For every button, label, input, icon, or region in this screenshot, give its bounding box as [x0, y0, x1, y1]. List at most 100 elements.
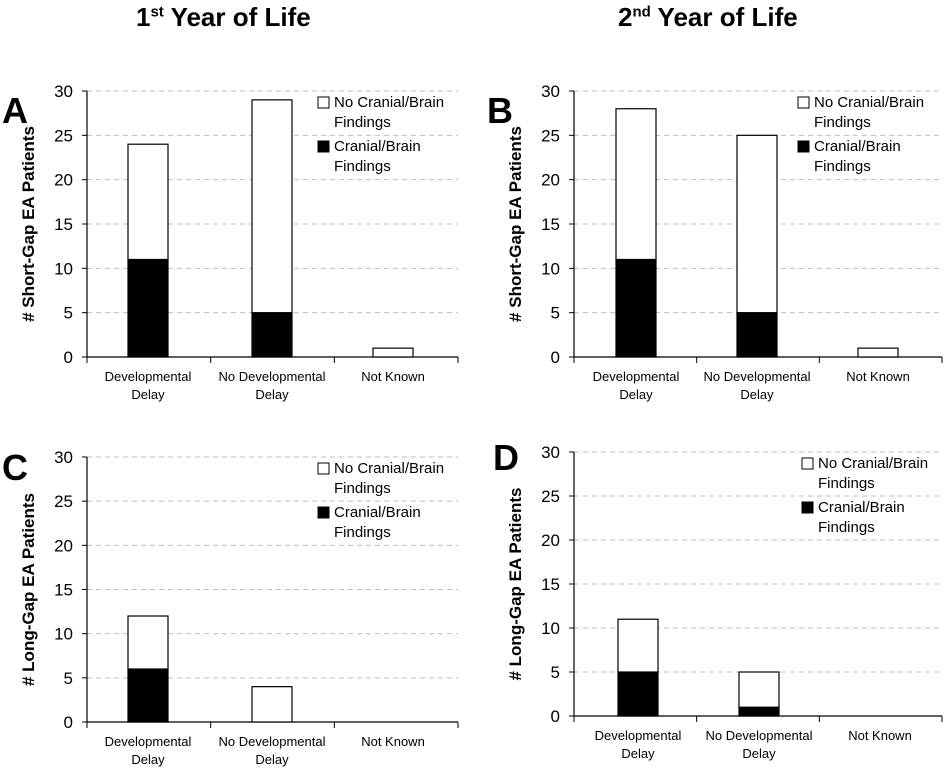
panel-d-ytick-label: 5 — [551, 663, 560, 682]
panel-a-legend-label: Findings — [334, 158, 391, 175]
panel-c-ytick-label: 15 — [54, 581, 73, 600]
panel-c-y-axis-label: # Long-Gap EA Patients — [19, 493, 38, 686]
panel-a-ytick-label: 10 — [54, 259, 73, 278]
panel-c: 0 5 10 15 20 25 30 Developmental Delay No Develop… — [2, 447, 459, 767]
panel-d-bar-cranial-findings — [738, 706, 780, 717]
column-title-year-1-rest: Year of Life — [163, 2, 311, 32]
panel-b-legend-label: Findings — [814, 158, 871, 175]
panel-a-ytick-label: 0 — [64, 348, 73, 367]
panel-c-letter: C — [2, 447, 28, 488]
panel-c-ytick-label: 5 — [64, 669, 73, 688]
panel-b-ytick-label: 5 — [551, 304, 560, 323]
panel-b-category-label: Developmental — [593, 369, 680, 384]
panel-c-ytick-label: 30 — [54, 448, 73, 467]
panel-a-bar-no-cranial-findings — [372, 347, 414, 358]
panel-a-ytick-label: 30 — [54, 82, 73, 101]
panel-d: 0 5 10 15 20 25 30 Developmental Delay No Develop… — [493, 437, 943, 761]
panel-d-bar-no-cranial-findings — [617, 618, 659, 673]
panel-b-legend-swatch — [797, 96, 810, 109]
panel-c-category-label: Delay — [131, 752, 165, 767]
panel-a-category-label: Not Known — [361, 369, 425, 384]
panel-c-legend-label: Findings — [334, 480, 391, 497]
panel-d-legend-label: Findings — [818, 475, 875, 492]
panel-c-ytick-label: 25 — [54, 492, 73, 511]
panel-c-legend-swatch — [317, 462, 330, 475]
panel-b-legend-label: Findings — [814, 114, 871, 131]
panel-a-category-label: Developmental — [105, 369, 192, 384]
panel-b-y-axis-label: # Short-Gap EA Patients — [506, 126, 525, 322]
panel-c-legend-swatch — [317, 506, 330, 519]
panel-b-category-label: Delay — [740, 387, 774, 402]
panel-b-bar-cranial-findings — [615, 258, 657, 358]
panel-a-letter: A — [2, 90, 28, 131]
column-title-year-1-num: 1 — [136, 2, 151, 32]
column-title-year-1-sup: st — [150, 3, 164, 21]
column-title-year-1: 1st Year of Life — [136, 2, 311, 33]
panel-b-legend-label: Cranial/Brain — [814, 138, 901, 155]
panel-c-category-label: Delay — [255, 752, 289, 767]
panel-b-ytick-label: 10 — [541, 259, 560, 278]
panel-a-legend-label: Cranial/Brain — [334, 138, 421, 155]
panel-c-bar-no-cranial-findings — [251, 686, 293, 723]
column-title-year-2: 2nd Year of Life — [618, 2, 798, 33]
panel-d-legend-swatch — [801, 457, 814, 470]
panel-c-legend-label: Cranial/Brain — [334, 504, 421, 521]
panel-a-y-axis-label: # Short-Gap EA Patients — [19, 126, 38, 322]
panel-c-ytick-label: 20 — [54, 536, 73, 555]
panel-b-legend-label: No Cranial/Brain — [814, 94, 924, 111]
panel-b-category-label: No Developmental — [704, 369, 811, 384]
panel-b-bar-no-cranial-findings — [857, 347, 899, 358]
panel-a: 0 5 10 15 20 25 30 Developmental Delay No Develop… — [2, 82, 459, 402]
panel-d-ytick-label: 0 — [551, 707, 560, 726]
panel-d-category-label: Delay — [742, 746, 776, 761]
panel-b-ytick-label: 20 — [541, 171, 560, 190]
panel-a-bar-no-cranial-findings — [127, 143, 169, 261]
column-title-year-2-num: 2 — [618, 2, 633, 32]
panel-a-category-label: Delay — [255, 387, 289, 402]
panel-a-bar-no-cranial-findings — [251, 99, 293, 314]
panel-d-category-label: Not Known — [848, 728, 912, 743]
column-title-year-2-sup: nd — [632, 3, 651, 21]
panel-b-bar-no-cranial-findings — [615, 108, 657, 261]
panel-a-legend-swatch — [317, 96, 330, 109]
panel-a-ytick-label: 20 — [54, 171, 73, 190]
panel-d-letter: D — [493, 437, 519, 478]
panel-b-ytick-label: 25 — [541, 126, 560, 145]
panel-d-ytick-label: 15 — [541, 575, 560, 594]
panel-d-legend-swatch — [801, 501, 814, 514]
panel-b-bar-cranial-findings — [736, 312, 778, 358]
panel-d-bar-cranial-findings — [617, 671, 659, 717]
panel-b-letter: B — [487, 90, 513, 131]
panel-d-ytick-label: 30 — [541, 443, 560, 462]
panel-b: 0 5 10 15 20 25 30 Developmental Delay No Develop… — [487, 82, 943, 402]
panel-c-category-label: No Developmental — [219, 734, 326, 749]
panel-a-legend-label: No Cranial/Brain — [334, 94, 444, 111]
panel-b-legend-swatch — [797, 140, 810, 153]
panel-c-ytick-label: 10 — [54, 625, 73, 644]
panel-d-ytick-label: 10 — [541, 619, 560, 638]
panel-d-ytick-label: 20 — [541, 531, 560, 550]
panel-b-category-label: Not Known — [846, 369, 910, 384]
panel-d-legend-label: Findings — [818, 519, 875, 536]
panel-d-category-label: Delay — [621, 746, 655, 761]
panel-a-legend-swatch — [317, 140, 330, 153]
panel-c-legend-label: Findings — [334, 524, 391, 541]
panel-b-ytick-label: 0 — [551, 348, 560, 367]
panel-c-bar-cranial-findings — [127, 668, 169, 723]
panel-d-bar-no-cranial-findings — [738, 671, 780, 708]
panel-c-category-label: Not Known — [361, 734, 425, 749]
panel-b-ytick-label: 15 — [541, 215, 560, 234]
panel-c-bar-no-cranial-findings — [127, 615, 169, 670]
panel-d-ytick-label: 25 — [541, 487, 560, 506]
panel-b-ytick-label: 30 — [541, 82, 560, 101]
panel-a-bar-cranial-findings — [251, 312, 293, 358]
panel-d-category-label: No Developmental — [706, 728, 813, 743]
panel-b-bar-no-cranial-findings — [736, 134, 778, 314]
column-title-year-2-rest: Year of Life — [650, 2, 798, 32]
panel-c-legend-label: No Cranial/Brain — [334, 460, 444, 477]
panel-a-ytick-label: 5 — [64, 304, 73, 323]
panel-c-ytick-label: 0 — [64, 713, 73, 732]
panel-d-category-label: Developmental — [595, 728, 682, 743]
panel-d-legend-label: Cranial/Brain — [818, 499, 905, 516]
